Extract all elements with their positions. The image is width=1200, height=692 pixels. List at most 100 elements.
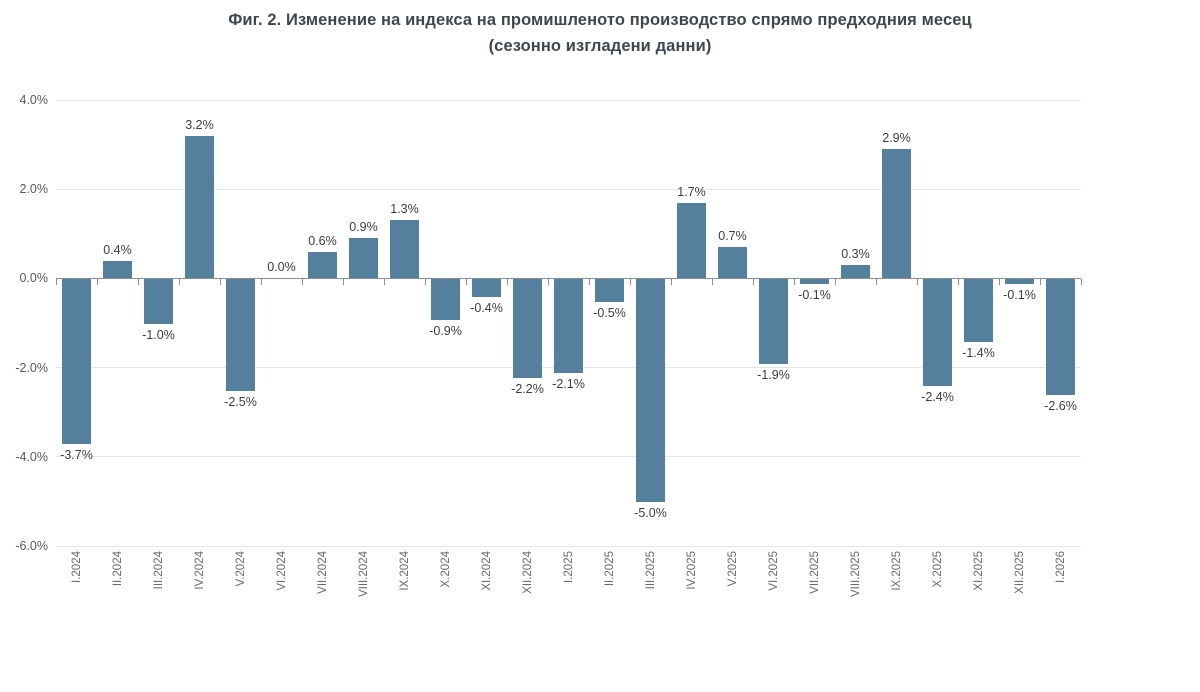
x-axis-tick-label: VIII.2025 (849, 551, 862, 598)
y-axis-tick-label: -4.0% (15, 449, 48, 464)
chart-title-line1: Фиг. 2. Изменение на индекса на промишле… (228, 11, 972, 29)
bar (1046, 279, 1075, 396)
bar (103, 260, 132, 279)
axis-tick (753, 279, 754, 286)
bar-value-label: -3.7% (60, 448, 93, 463)
x-axis-tick-label: VI.2025 (767, 551, 780, 591)
x-axis-tick-label: III.2025 (644, 551, 657, 590)
bar (964, 279, 993, 342)
axis-tick (97, 279, 98, 286)
axis-tick (425, 279, 426, 286)
axis-tick (179, 279, 180, 286)
bar (636, 279, 665, 503)
bar (390, 220, 419, 279)
bar (431, 279, 460, 320)
bar-value-label: -1.4% (962, 345, 995, 360)
x-axis-tick-label: XII.2025 (1013, 551, 1026, 594)
chart-title: Фиг. 2. Изменение на индекса на промишле… (30, 7, 1170, 59)
axis-tick (958, 279, 959, 286)
x-axis-tick-label: XII.2024 (521, 551, 534, 594)
bar (308, 251, 337, 279)
bar (62, 279, 91, 445)
bar (677, 202, 706, 279)
x-axis-tick-label: X.2025 (931, 551, 944, 588)
bar-value-label: -5.0% (634, 506, 667, 521)
bar (349, 238, 378, 279)
x-axis-tick-label: II.2025 (603, 551, 616, 587)
bar-value-label: 2.9% (882, 131, 911, 146)
axis-tick (302, 279, 303, 286)
axis-tick (712, 279, 713, 286)
x-axis-tick-label: XI.2025 (972, 551, 985, 591)
axis-tick (466, 279, 467, 286)
bar-value-label: 1.7% (677, 184, 706, 199)
bar-value-label: 0.0% (267, 260, 296, 275)
bar-value-label: -1.9% (757, 368, 790, 383)
bar-value-label: 3.2% (185, 117, 214, 132)
axis-tick (794, 279, 795, 286)
gridline (56, 99, 1081, 101)
bar-value-label: 0.4% (103, 242, 132, 257)
y-axis-tick-label: 2.0% (19, 182, 49, 197)
axis-tick (138, 279, 139, 286)
x-axis-tick-label: XI.2024 (480, 551, 493, 591)
bar (841, 265, 870, 279)
axis-tick (220, 279, 221, 286)
x-axis-line (56, 278, 1081, 280)
x-axis-tick-label: X.2024 (439, 551, 452, 588)
bar (800, 279, 829, 284)
x-axis-tick-label: I.2025 (562, 551, 575, 583)
bar-value-label: -2.1% (552, 377, 585, 392)
axis-tick (999, 279, 1000, 286)
bar-value-label: -2.4% (921, 390, 954, 405)
bar-value-label: -2.6% (1044, 399, 1077, 414)
bar (718, 247, 747, 279)
x-axis-tick-label: IX.2024 (398, 551, 411, 591)
y-axis-tick-label: 0.0% (19, 271, 49, 286)
bar (1005, 279, 1034, 284)
bar-value-label: -0.4% (470, 301, 503, 316)
x-axis-tick-label: VII.2025 (808, 551, 821, 594)
axis-tick (343, 279, 344, 286)
axis-tick (876, 279, 877, 286)
bar (185, 135, 214, 279)
bar-value-label: -1.0% (142, 328, 175, 342)
bar (472, 279, 501, 298)
bar-value-label: -2.5% (224, 394, 257, 409)
x-axis-tick-label: I.2026 (1054, 551, 1067, 583)
gridline (56, 545, 1081, 547)
bar-value-label: -0.5% (593, 305, 626, 320)
bar-value-label: -0.9% (429, 323, 462, 338)
bar-value-label: -2.2% (511, 381, 544, 396)
axis-tick (630, 279, 631, 286)
gridline (56, 188, 1081, 190)
bar (759, 279, 788, 365)
y-axis-tick-label: -2.0% (15, 360, 48, 375)
axis-tick (507, 279, 508, 286)
x-axis-tick-label: IX.2025 (890, 551, 903, 591)
axis-tick (835, 279, 836, 286)
y-axis-tick-label: -6.0% (15, 539, 48, 553)
bar (882, 149, 911, 279)
bar (226, 279, 255, 391)
bar-value-label: -0.1% (798, 287, 831, 302)
bar-value-label: 0.6% (308, 233, 337, 248)
chart-title-line2: (сезонно изгладени данни) (488, 37, 712, 55)
x-axis-tick-label: VII.2024 (316, 551, 329, 594)
x-axis-tick-label: VI.2024 (275, 551, 288, 591)
axis-tick (261, 279, 262, 286)
bar-value-label: 1.3% (390, 202, 419, 217)
x-axis-tick-label: V.2025 (726, 551, 739, 587)
bar (554, 279, 583, 374)
axis-tick (917, 279, 918, 286)
x-axis-tick-label: IV.2025 (685, 551, 698, 590)
bar-value-label: 0.3% (841, 247, 870, 262)
axis-tick (548, 279, 549, 286)
axis-tick (56, 279, 57, 286)
axis-tick (1040, 279, 1041, 286)
axis-tick (671, 279, 672, 286)
x-axis-tick-label: VIII.2024 (357, 551, 370, 598)
bar (513, 279, 542, 378)
